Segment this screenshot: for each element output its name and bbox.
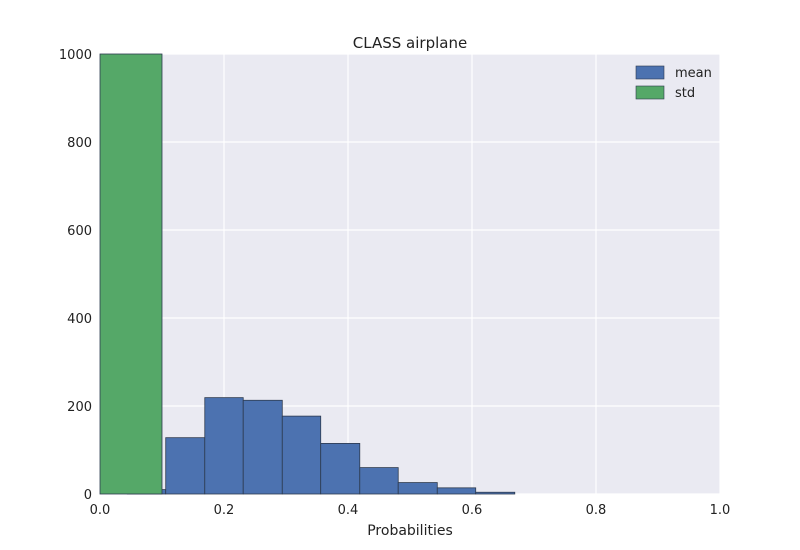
std-bar — [99, 53, 163, 495]
mean-bar — [204, 397, 244, 495]
legend-label-std: std — [675, 86, 695, 101]
mean-bar — [165, 437, 206, 495]
mean-bar — [436, 487, 477, 495]
mean-bar — [475, 491, 516, 495]
mean-bar — [397, 482, 438, 495]
mean-bar — [281, 415, 322, 495]
mean-bar — [320, 442, 361, 495]
x-axis-ticks: 0.0 0.2 0.4 0.6 0.8 1.0 — [90, 503, 731, 518]
chart-title: CLASS airplane — [353, 34, 467, 52]
x-tick-label: 0.8 — [586, 503, 607, 518]
mean-bar — [359, 467, 399, 495]
histogram-bars — [99, 53, 516, 495]
x-tick-label: 0.4 — [338, 503, 359, 518]
legend: mean std — [635, 65, 712, 101]
x-axis-label: Probabilities — [367, 523, 453, 539]
y-tick-label: 200 — [67, 400, 92, 415]
legend-swatch-std — [635, 85, 665, 100]
plot-background — [100, 54, 720, 494]
y-tick-label: 400 — [67, 312, 92, 327]
y-tick-label: 800 — [67, 136, 92, 151]
y-tick-label: 1000 — [59, 48, 92, 63]
x-tick-label: 0.0 — [90, 503, 111, 518]
x-tick-label: 0.2 — [214, 503, 235, 518]
legend-label-mean: mean — [675, 66, 712, 81]
legend-swatch-mean — [635, 65, 665, 80]
x-tick-label: 0.6 — [462, 503, 483, 518]
x-tick-label: 1.0 — [710, 503, 731, 518]
y-axis-ticks: 0 200 400 600 800 1000 — [59, 48, 92, 503]
y-tick-label: 600 — [67, 224, 92, 239]
y-tick-label: 0 — [84, 488, 92, 503]
mean-bar — [242, 399, 283, 495]
